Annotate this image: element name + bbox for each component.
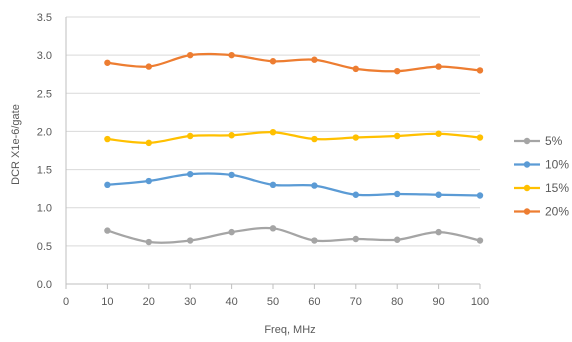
legend-entry: 15% [514,181,569,195]
series-20pct [104,51,484,75]
data-point [187,132,194,140]
series-15pct [104,128,484,147]
data-point [228,132,235,139]
data-point [145,177,152,185]
data-point [352,191,359,198]
data-point [394,236,401,243]
x-tick-label: 60 [308,296,320,308]
data-point [352,235,359,243]
gridlines [66,16,480,247]
legend-entry: 10% [514,158,569,172]
data-point [269,128,277,136]
legend-swatch-marker [523,208,531,215]
legend-label: 5% [545,134,563,148]
x-tick-label: 40 [225,296,237,308]
data-point [394,132,401,140]
data-point [311,135,318,143]
data-point [228,228,235,236]
data-point [228,51,235,59]
data-point [228,171,235,179]
data-point [104,135,111,143]
y-tick-label: 1.5 [37,165,52,177]
data-point [187,51,194,59]
series-line [106,130,482,145]
data-point [352,134,359,141]
legend-swatch-marker [523,161,531,168]
data-point [394,190,401,198]
data-point [476,237,484,244]
legend-swatch-marker [523,137,531,145]
data-point [435,63,442,70]
series-lines [104,51,484,246]
data-point [269,181,277,189]
legend-label: 20% [545,205,569,219]
data-point [311,182,318,189]
y-tick-label: 3.5 [37,12,52,24]
x-tick-label: 10 [101,296,113,308]
data-point [394,67,401,75]
y-tick-label: 0.0 [37,279,52,291]
data-point [311,56,318,63]
legend-swatch-marker [523,184,531,192]
y-tick-label: 0.5 [37,241,52,253]
x-tick-label: 20 [143,296,155,308]
y-tick-label: 2.5 [37,88,52,100]
data-point [104,59,111,66]
y-tick-label: 1.0 [37,203,52,215]
x-tick-label: 0 [63,296,69,308]
data-point [311,237,318,244]
data-point [352,65,359,73]
x-axis-title: Freq, MHz [264,324,315,336]
x-tick-label: 100 [471,296,489,308]
legend-entry: 5% [514,134,563,148]
legend-label: 15% [545,181,569,195]
data-point [435,130,442,137]
data-point [187,237,194,244]
x-tick-label: 30 [184,296,196,308]
data-point [269,58,277,65]
x-tick-label: 80 [391,296,403,308]
series-line [106,226,482,244]
x-tick-label: 50 [267,296,279,308]
series-5pct [104,225,484,246]
legend-entry: 20% [514,205,569,219]
y-tick-label: 2.0 [37,126,52,138]
legend-label: 10% [545,158,569,172]
data-point [145,63,152,70]
x-tick-label: 70 [350,296,362,308]
y-axis-title: DCR X1e-6/gate [10,104,22,185]
series-line [106,52,482,73]
data-point [476,192,484,199]
series-line [106,172,482,197]
data-point [476,134,484,141]
data-point [145,238,152,246]
data-point [145,139,152,147]
data-point [104,227,111,234]
x-tick-label: 90 [432,296,444,308]
axes: 0.0 0.5 1.0 1.5 2.0 2.5 3.0 3.5 0 10 20 30 40 50 60 70 8… [37,12,489,308]
data-point [476,67,484,74]
data-point [435,228,442,236]
data-point [435,191,442,198]
data-point [187,170,194,178]
data-point [104,181,111,189]
series-10pct [104,170,484,199]
y-tick-label: 3.0 [37,50,52,62]
legend: 5% 10% 15% 20% [514,134,569,219]
data-point [269,225,277,232]
